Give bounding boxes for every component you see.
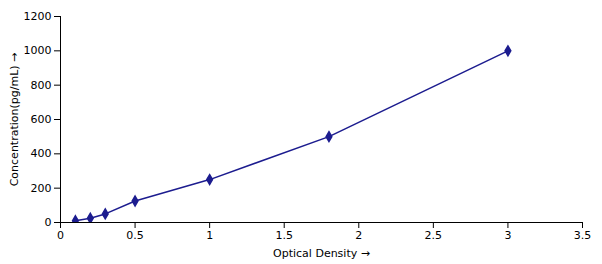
svg-text:1000: 1000 <box>24 44 52 57</box>
svg-text:Concentration(pg/mL) →: Concentration(pg/mL) → <box>8 53 21 187</box>
svg-text:3: 3 <box>504 229 511 242</box>
svg-text:1200: 1200 <box>24 10 52 23</box>
svg-text:3.5: 3.5 <box>574 229 592 242</box>
svg-text:400: 400 <box>31 147 52 160</box>
svg-text:1.5: 1.5 <box>275 229 293 242</box>
svg-text:0.5: 0.5 <box>126 229 144 242</box>
svg-text:2: 2 <box>355 229 362 242</box>
svg-text:0: 0 <box>57 229 64 242</box>
svg-text:800: 800 <box>31 79 52 92</box>
svg-text:0: 0 <box>45 216 52 229</box>
svg-text:1: 1 <box>206 229 213 242</box>
svg-text:600: 600 <box>31 113 52 126</box>
svg-text:Optical Density →: Optical Density → <box>273 247 370 260</box>
svg-text:200: 200 <box>31 182 52 195</box>
svg-text:2.5: 2.5 <box>425 229 443 242</box>
